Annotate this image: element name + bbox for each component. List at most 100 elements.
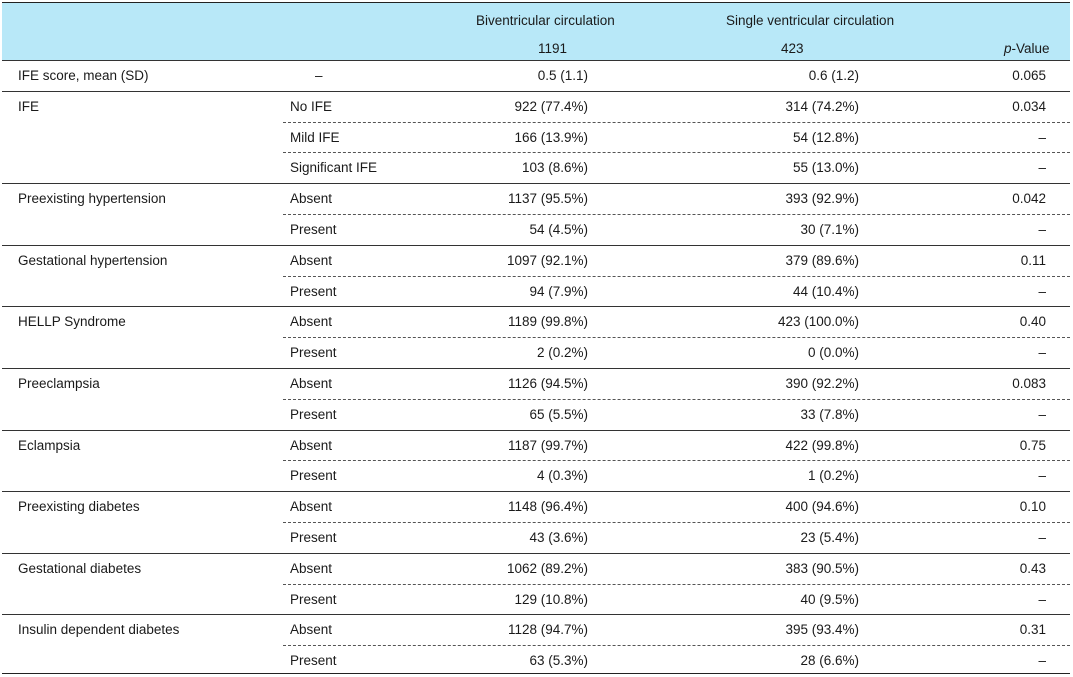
- variable-label: Gestational hypertension: [18, 253, 168, 268]
- level-label: Present: [290, 345, 337, 360]
- group1-value: 2 (0.2%): [536, 345, 588, 360]
- group2-header-n: 423: [781, 41, 804, 56]
- group2-value: 0 (0.0%): [807, 345, 859, 360]
- group2-value: 0.6 (1.2): [808, 68, 859, 83]
- group1-value: 166 (13.9%): [514, 130, 588, 145]
- group1-value: 43 (3.6%): [529, 530, 588, 545]
- pvalue-value: 0.31: [1019, 622, 1046, 637]
- row-divider: [283, 122, 1070, 123]
- pvalue-value: 0.083: [1012, 376, 1046, 391]
- group-divider: [2, 491, 1070, 492]
- group1-value: 922 (77.4%): [514, 99, 588, 114]
- group1-value: 129 (10.8%): [514, 592, 588, 607]
- table-header: Biventricular circulation 1191 Single ve…: [2, 3, 1070, 60]
- table-bottom-rule: [2, 673, 1070, 674]
- level-label: Absent: [290, 499, 333, 514]
- group2-value: 422 (99.8%): [785, 438, 859, 453]
- pvalue-header-p: p: [1004, 41, 1012, 56]
- variable-label: Preexisting hypertension: [18, 191, 166, 206]
- level-label: –: [315, 68, 323, 83]
- level-label: Absent: [290, 191, 333, 206]
- group2-value: 40 (9.5%): [800, 592, 859, 607]
- level-label: Present: [290, 530, 337, 545]
- pvalue-value: 0.10: [1019, 499, 1046, 514]
- table-top-rule: [2, 2, 1070, 3]
- group2-value: 55 (13.0%): [792, 160, 859, 175]
- group1-value: 63 (5.3%): [529, 653, 588, 668]
- variable-label: IFE score, mean (SD): [18, 68, 149, 83]
- variable-label: Preexisting diabetes: [18, 499, 140, 514]
- group-divider: [2, 183, 1070, 184]
- pvalue-value: –: [1038, 592, 1046, 607]
- pvalue-value: –: [1038, 407, 1046, 422]
- group2-value: 54 (12.8%): [792, 130, 859, 145]
- variable-label: IFE: [18, 99, 40, 114]
- level-label: Present: [290, 653, 337, 668]
- group1-header-n: 1191: [538, 41, 568, 56]
- group2-value: 30 (7.1%): [800, 222, 859, 237]
- pvalue-value: –: [1038, 160, 1046, 175]
- pvalue-value: –: [1038, 530, 1046, 545]
- group2-value: 383 (90.5%): [785, 561, 859, 576]
- group-divider: [2, 614, 1070, 615]
- row-divider: [283, 522, 1070, 523]
- group2-value: 23 (5.4%): [800, 530, 859, 545]
- row-divider: [283, 276, 1070, 277]
- level-label: Absent: [290, 376, 333, 391]
- level-label: Present: [290, 407, 337, 422]
- group2-value: 44 (10.4%): [792, 284, 859, 299]
- group1-value: 1189 (99.8%): [507, 314, 588, 329]
- group2-value: 1 (0.2%): [807, 468, 859, 483]
- group-divider: [2, 430, 1070, 431]
- pvalue-value: –: [1038, 130, 1046, 145]
- group-divider: [2, 306, 1070, 307]
- group1-value: 94 (7.9%): [529, 284, 588, 299]
- group1-value: 1137 (95.5%): [507, 191, 588, 206]
- row-divider: [283, 645, 1070, 646]
- group-divider: [2, 368, 1070, 369]
- pvalue-value: –: [1038, 653, 1046, 668]
- row-divider: [283, 214, 1070, 215]
- pvalue-value: 0.40: [1019, 314, 1046, 329]
- pvalue-value: 0.042: [1012, 191, 1046, 206]
- pvalue-value: 0.065: [1012, 68, 1046, 83]
- level-label: Absent: [290, 314, 333, 329]
- pvalue-value: –: [1038, 345, 1046, 360]
- group2-value: 423 (100.0%): [777, 314, 859, 329]
- group1-value: 1187 (99.7%): [507, 438, 588, 453]
- group2-value: 379 (89.6%): [785, 253, 859, 268]
- group1-value: 4 (0.3%): [536, 468, 588, 483]
- pvalue-value: 0.034: [1012, 99, 1046, 114]
- level-label: Absent: [290, 438, 333, 453]
- pvalue-header-rest: -Value: [1011, 41, 1050, 56]
- group1-value: 1128 (94.7%): [507, 622, 588, 637]
- group2-value: 400 (94.6%): [785, 499, 859, 514]
- row-divider: [283, 584, 1070, 585]
- level-label: Absent: [290, 622, 333, 637]
- row-divider: [283, 337, 1070, 338]
- group-divider: [2, 553, 1070, 554]
- level-label: Present: [290, 284, 337, 299]
- pvalue-value: –: [1038, 222, 1046, 237]
- variable-label: Insulin dependent diabetes: [18, 622, 180, 637]
- group-divider: [2, 245, 1070, 246]
- level-label: Absent: [290, 561, 333, 576]
- level-label: Absent: [290, 253, 333, 268]
- variable-label: Eclampsia: [18, 438, 81, 453]
- row-divider: [283, 399, 1070, 400]
- variable-label: HELLP Syndrome: [18, 314, 126, 329]
- group2-value: 395 (93.4%): [785, 622, 859, 637]
- pvalue-header: p-Value: [1004, 40, 1050, 58]
- pvalue-value: 0.75: [1019, 438, 1046, 453]
- pvalue-value: 0.43: [1019, 561, 1046, 576]
- row-divider: [283, 460, 1070, 461]
- level-label: Significant IFE: [290, 160, 378, 175]
- level-label: Mild IFE: [290, 130, 340, 145]
- variable-label: Preeclampsia: [18, 376, 100, 391]
- pvalue-value: –: [1038, 284, 1046, 299]
- group2-value: 390 (92.2%): [785, 376, 859, 391]
- group1-value: 0.5 (1.1): [537, 68, 588, 83]
- level-label: Present: [290, 468, 337, 483]
- group2-value: 28 (6.6%): [800, 653, 859, 668]
